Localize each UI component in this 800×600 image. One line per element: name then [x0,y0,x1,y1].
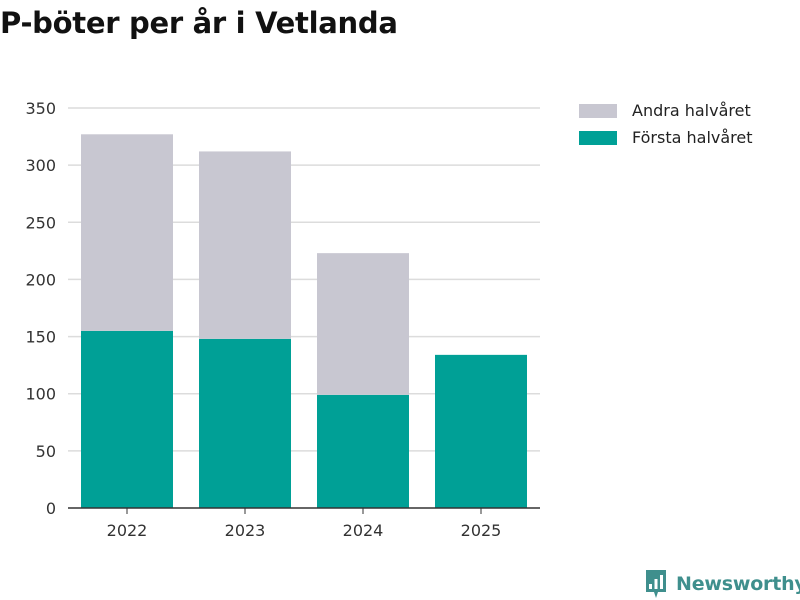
bar-2024-forsta-halvaret [317,394,409,508]
bar-2024-andra-halvaret [317,253,409,395]
x-tick-label-2022: 2022 [107,521,148,540]
axes: 0 50 100 150 200 250 300 350 2022 2023 2024 2025 [25,99,540,540]
x-tick-label-2023: 2023 [225,521,266,540]
legend-label-forsta-halvaret: Första halvåret [632,128,753,147]
legend-label-andra-halvaret: Andra halvåret [632,101,751,120]
y-tick-label-0: 0 [46,499,56,518]
y-tick-label-250: 250 [25,213,56,232]
legend-item-forsta-halvaret: Första halvåret [579,124,753,151]
bar-2023-andra-halvaret [199,151,291,339]
chart-title: P-böter per år i Vetlanda [0,6,398,40]
x-tick-label-2025: 2025 [461,521,502,540]
x-tick-label-2024: 2024 [343,521,384,540]
bars [81,134,527,508]
y-tick-label-350: 350 [25,99,56,118]
legend-item-andra-halvaret: Andra halvåret [579,97,753,124]
bar-2023-forsta-halvaret [199,338,291,508]
bar-2025-forsta-halvaret [435,354,527,508]
y-tick-label-300: 300 [25,156,56,175]
newsworthy-logo: Newsworthy [644,568,800,600]
newsworthy-logo-icon [646,570,666,598]
y-tick-label-200: 200 [25,270,56,289]
y-tick-label-50: 50 [36,442,56,461]
legend-swatch-forsta-halvaret [579,130,617,145]
bar-2022-forsta-halvaret [81,330,173,508]
newsworthy-logo-text: Newsworthy [676,573,800,595]
y-tick-label-150: 150 [25,328,56,347]
legend-swatch-andra-halvaret [579,103,617,118]
legend: Andra halvåret Första halvåret [579,97,753,151]
y-tick-label-100: 100 [25,385,56,404]
bar-2022-andra-halvaret [81,134,173,331]
